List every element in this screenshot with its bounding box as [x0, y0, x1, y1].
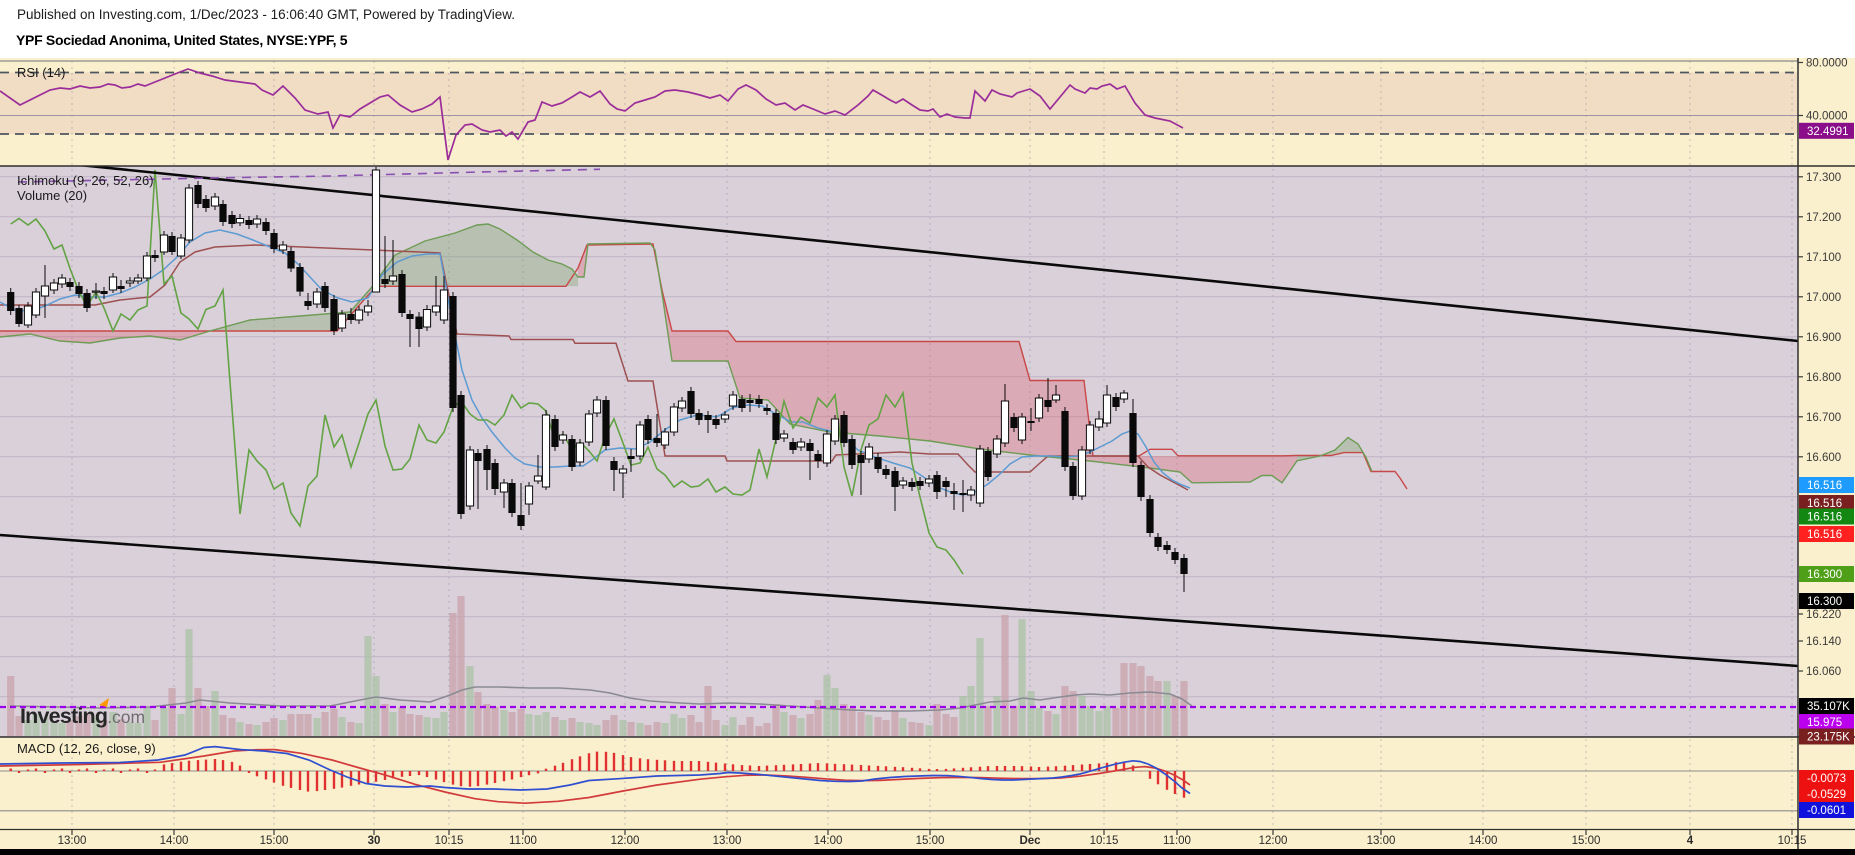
svg-text:10:15: 10:15: [1778, 835, 1807, 847]
svg-text:13:00: 13:00: [1367, 835, 1396, 847]
svg-text:16.300: 16.300: [1807, 569, 1842, 581]
svg-text:16.060: 16.060: [1806, 666, 1841, 678]
svg-text:16.700: 16.700: [1806, 412, 1841, 424]
svg-text:40.0000: 40.0000: [1806, 111, 1848, 123]
svg-text:16.800: 16.800: [1806, 372, 1841, 384]
svg-text:RSI (14): RSI (14): [17, 65, 65, 80]
svg-text:Volume (20): Volume (20): [17, 188, 87, 203]
svg-text:YPF Sociedad Anonima, United S: YPF Sociedad Anonima, United States, NYS…: [16, 32, 348, 48]
svg-text:17.200: 17.200: [1806, 212, 1841, 224]
svg-text:17.100: 17.100: [1806, 252, 1841, 264]
svg-text:4: 4: [1687, 835, 1694, 847]
svg-text:16.600: 16.600: [1806, 452, 1841, 464]
svg-text:16.516: 16.516: [1807, 512, 1842, 524]
svg-text:16.900: 16.900: [1806, 332, 1841, 344]
svg-text:12:00: 12:00: [611, 835, 640, 847]
svg-text:13:00: 13:00: [58, 835, 87, 847]
svg-text:17.300: 17.300: [1806, 172, 1841, 184]
svg-text:32.4991: 32.4991: [1807, 126, 1849, 138]
svg-text:13:00: 13:00: [713, 835, 742, 847]
svg-text:11:00: 11:00: [1163, 835, 1191, 847]
svg-text:35.107K: 35.107K: [1807, 701, 1850, 713]
svg-text:14:00: 14:00: [160, 835, 189, 847]
svg-text:16.516: 16.516: [1807, 480, 1842, 492]
svg-text:30: 30: [368, 835, 381, 847]
svg-text:15:00: 15:00: [1572, 835, 1601, 847]
svg-text:-0.0529: -0.0529: [1807, 789, 1846, 801]
svg-text:Published on Investing.com, 1/: Published on Investing.com, 1/Dec/2023 -…: [17, 7, 515, 22]
svg-text:Ichimoku (9, 26, 52, 26): Ichimoku (9, 26, 52, 26): [17, 173, 154, 188]
svg-text:12:00: 12:00: [1259, 835, 1288, 847]
svg-text:17.000: 17.000: [1806, 292, 1841, 304]
svg-text:16.300: 16.300: [1807, 596, 1842, 608]
svg-text:80.0000: 80.0000: [1806, 58, 1848, 70]
svg-text:Dec: Dec: [1019, 835, 1041, 847]
svg-text:10:15: 10:15: [1090, 835, 1119, 847]
svg-text:16.140: 16.140: [1806, 636, 1841, 648]
svg-text:14:00: 14:00: [814, 835, 843, 847]
svg-text:16.516: 16.516: [1807, 529, 1842, 541]
svg-text:-0.0601: -0.0601: [1807, 805, 1846, 817]
svg-text:10:15: 10:15: [435, 835, 464, 847]
svg-text:15:00: 15:00: [916, 835, 945, 847]
svg-text:16.516: 16.516: [1807, 498, 1842, 510]
svg-text:15:00: 15:00: [260, 835, 289, 847]
svg-text:15.975: 15.975: [1807, 717, 1842, 729]
svg-text:11:00: 11:00: [509, 835, 537, 847]
svg-text:Investing.com: Investing.com: [20, 704, 145, 728]
svg-text:16.220: 16.220: [1806, 609, 1841, 621]
svg-text:14:00: 14:00: [1469, 835, 1498, 847]
svg-text:-0.0073: -0.0073: [1807, 773, 1846, 785]
svg-text:23.175K: 23.175K: [1807, 732, 1850, 744]
svg-text:MACD (12, 26, close, 9): MACD (12, 26, close, 9): [17, 741, 156, 756]
